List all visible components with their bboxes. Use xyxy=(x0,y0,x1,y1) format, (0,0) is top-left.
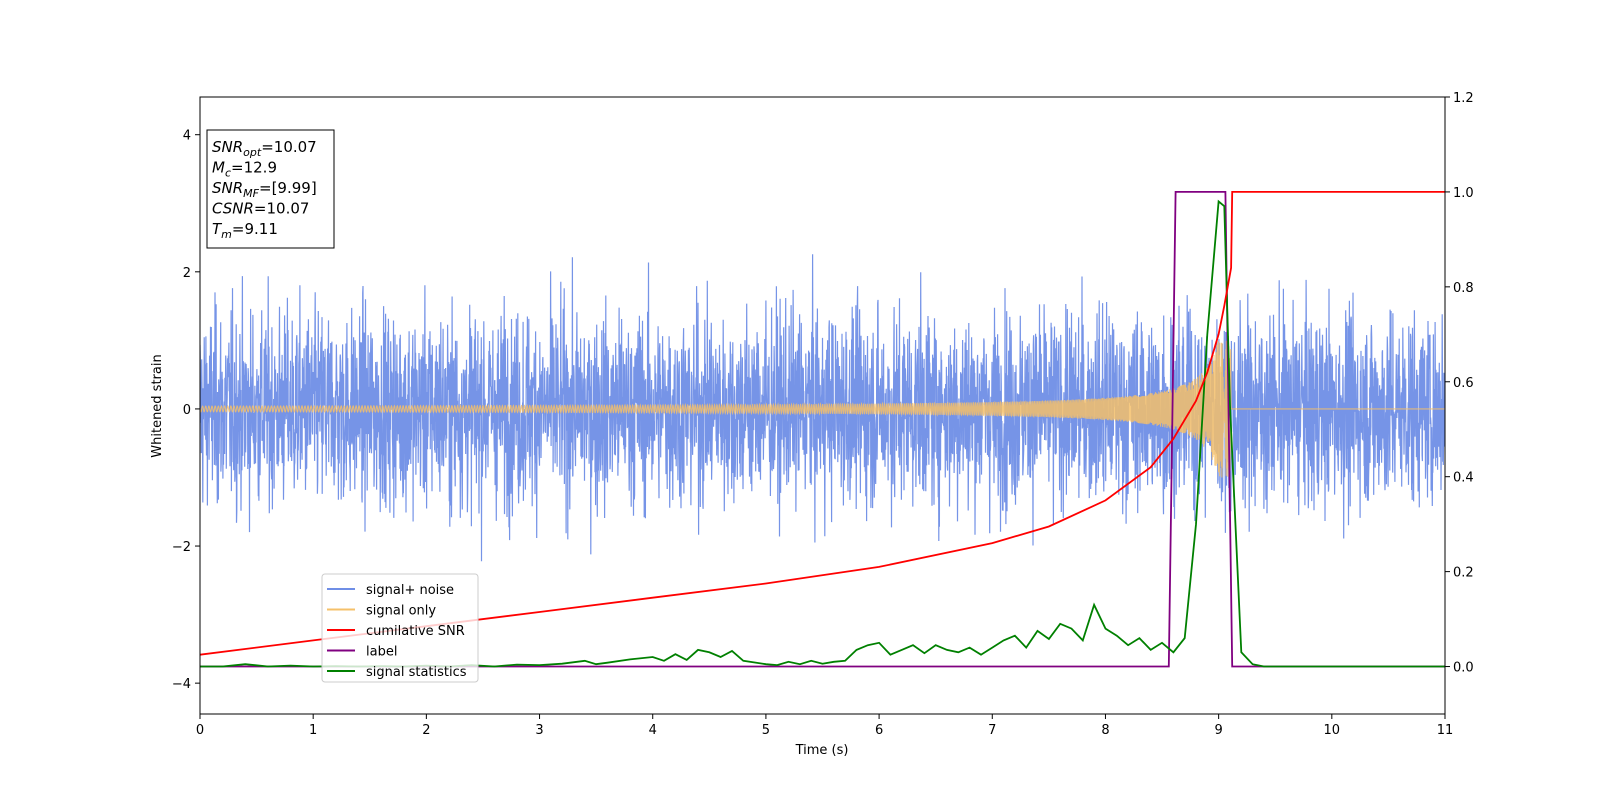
x-tick-label: 9 xyxy=(1214,723,1222,738)
x-tick-label: 2 xyxy=(422,723,430,738)
series-signal-noise-line xyxy=(200,254,1445,562)
y-left-tick-label: −4 xyxy=(172,677,191,692)
y-left-tick-label: 4 xyxy=(183,129,191,144)
series-signal-only-line xyxy=(200,340,1445,478)
y-left-tick-label: −2 xyxy=(172,540,191,555)
x-tick-label: 8 xyxy=(1101,723,1109,738)
legend: signal+ noise signal only cumilative SNR la… xyxy=(321,573,479,683)
x-tick-label: 4 xyxy=(649,723,657,738)
y-left-tick-label: 2 xyxy=(183,266,191,281)
legend-label: signal statistics xyxy=(366,665,467,680)
y-right-tick-label: 0.8 xyxy=(1453,281,1474,296)
info-box-line: SNRopt=10.07 xyxy=(212,138,317,159)
info-box-line: CSNR=10.07 xyxy=(212,200,309,218)
y-right-tick-label: 1.0 xyxy=(1453,186,1474,201)
info-box-line: SNRMF=[9.99] xyxy=(212,179,317,200)
y-right-tick-label: 0.4 xyxy=(1453,471,1474,486)
y-axis-right: 1.2 1.0 0.8 0.6 0.4 0.2 0.0 xyxy=(1445,91,1474,676)
x-tick-label: 6 xyxy=(875,723,883,738)
x-tick-label: 10 xyxy=(1324,723,1341,738)
x-tick-label: 11 xyxy=(1437,723,1454,738)
y-left-tick-label: 0 xyxy=(183,403,191,418)
x-axis: 0 1 2 3 4 5 6 7 8 9 10 11 xyxy=(196,714,1453,738)
legend-label: signal only xyxy=(366,604,436,619)
y-right-tick-label: 0.6 xyxy=(1453,376,1474,391)
legend-label: signal+ noise xyxy=(366,583,454,598)
x-tick-label: 7 xyxy=(988,723,996,738)
series-signal-statistics-line xyxy=(200,199,1445,668)
info-box: SNRopt=10.07Mc=12.9SNRMF=[9.99]CSNR=10.0… xyxy=(206,129,335,249)
x-axis-label: Time (s) xyxy=(795,743,849,758)
x-tick-label: 1 xyxy=(309,723,317,738)
legend-label: label xyxy=(366,645,397,660)
plot-frame xyxy=(199,96,1446,715)
y-right-tick-label: 1.2 xyxy=(1453,91,1474,106)
y-axis-label: Whitened strain xyxy=(150,354,165,457)
y-right-tick-label: 0.2 xyxy=(1453,566,1474,581)
series-cumulative-snr-line xyxy=(200,191,1445,656)
x-tick-label: 3 xyxy=(535,723,543,738)
info-box-line: Tm=9.11 xyxy=(212,220,278,241)
info-box-line: Mc=12.9 xyxy=(212,159,277,180)
legend-label: cumilative SNR xyxy=(366,624,465,639)
plot-series-layer xyxy=(200,191,1445,668)
y-right-tick-label: 0.0 xyxy=(1453,661,1474,676)
y-axis-left: 4 2 0 −2 −4 xyxy=(172,129,200,692)
x-tick-label: 5 xyxy=(762,723,770,738)
x-tick-label: 0 xyxy=(196,723,204,738)
